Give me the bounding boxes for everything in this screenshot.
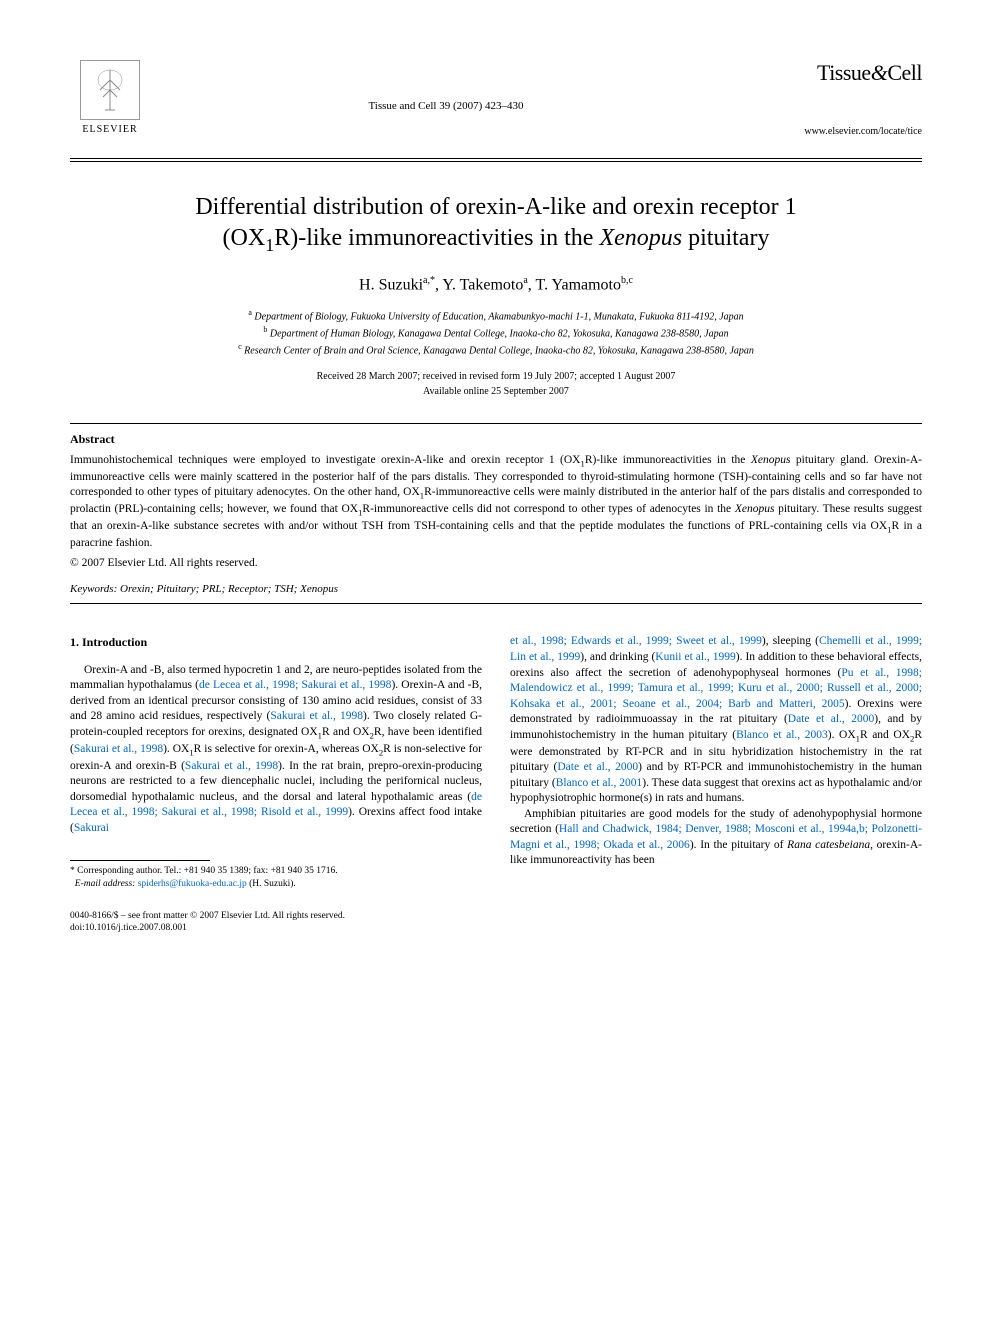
authors: H. Suzukia,*, Y. Takemotoa, T. Yamamotob… xyxy=(70,275,922,294)
footer-doi: doi:10.1016/j.tice.2007.08.001 xyxy=(70,923,187,933)
footnote-rule xyxy=(70,860,210,861)
journal-logo-right: Cell xyxy=(887,60,922,85)
affiliation-b: Department of Human Biology, Kanagawa De… xyxy=(270,328,729,339)
intro-para-2: Amphibian pituitaries are good models fo… xyxy=(510,807,922,869)
author-1-sup: a,* xyxy=(423,275,435,286)
affiliation-c: Research Center of Brain and Oral Scienc… xyxy=(244,346,754,357)
publisher-logo: ELSEVIER xyxy=(70,60,150,150)
author-3: T. Yamamoto xyxy=(536,277,621,294)
dates-received: Received 28 March 2007; received in revi… xyxy=(317,371,676,382)
author-1: H. Suzuki xyxy=(359,277,423,294)
author-2: Y. Takemoto xyxy=(442,277,523,294)
abstract-rule-top xyxy=(70,423,922,424)
column-right: et al., 1998; Edwards et al., 1999; Swee… xyxy=(510,634,922,889)
footer: 0040-8166/$ – see front matter © 2007 El… xyxy=(70,910,922,935)
article-dates: Received 28 March 2007; received in revi… xyxy=(70,369,922,399)
abstract-heading: Abstract xyxy=(70,432,922,447)
article-title: Differential distribution of orexin-A-li… xyxy=(110,192,882,257)
header: ELSEVIER Tissue and Cell 39 (2007) 423–4… xyxy=(70,60,922,150)
elsevier-tree-icon xyxy=(80,60,140,120)
footnote-corr: Corresponding author. Tel.: +81 940 35 1… xyxy=(77,866,338,876)
abstract-copyright: © 2007 Elsevier Ltd. All rights reserved… xyxy=(70,557,922,569)
footnote-email[interactable]: spiderhs@fukuoka-edu.ac.jp xyxy=(138,879,247,889)
title-line2b: R)-like immunoreactivities in the xyxy=(274,225,599,251)
journal-branding: Tissue&Cell www.elsevier.com/locate/tice xyxy=(742,60,922,137)
author-2-sup: a xyxy=(523,275,527,286)
body-columns: 1. Introduction Orexin-A and -B, also te… xyxy=(70,634,922,889)
title-line2c: pituitary xyxy=(682,225,769,251)
intro-para-1-cont: et al., 1998; Edwards et al., 1999; Swee… xyxy=(510,634,922,806)
author-3-sup: b,c xyxy=(621,275,633,286)
intro-para-1: Orexin-A and -B, also termed hypocretin … xyxy=(70,663,482,837)
journal-logo-left: Tissue xyxy=(817,60,871,85)
keywords-label: Keywords: xyxy=(70,583,117,595)
abstract-body: Immunohistochemical techniques were empl… xyxy=(70,453,922,552)
rule-bottom xyxy=(70,161,922,162)
footnote-email-label: E-mail address: xyxy=(75,879,136,889)
affiliations: a Department of Biology, Fukuoka Univers… xyxy=(70,307,922,359)
affiliation-a: Department of Biology, Fukuoka Universit… xyxy=(254,311,743,322)
title-line2a: (OX xyxy=(223,225,266,251)
publisher-name: ELSEVIER xyxy=(82,124,137,135)
footer-line1: 0040-8166/$ – see front matter © 2007 El… xyxy=(70,911,345,921)
column-left: 1. Introduction Orexin-A and -B, also te… xyxy=(70,634,482,889)
keywords: Keywords: Orexin; Pituitary; PRL; Recept… xyxy=(70,583,922,595)
journal-url: www.elsevier.com/locate/tice xyxy=(742,126,922,137)
title-sub: 1 xyxy=(265,235,274,255)
section-1-heading: 1. Introduction xyxy=(70,634,482,650)
rule-top xyxy=(70,158,922,159)
journal-logo: Tissue&Cell xyxy=(742,60,922,86)
abstract-rule-bottom xyxy=(70,603,922,604)
corresponding-footnote: * Corresponding author. Tel.: +81 940 35… xyxy=(70,865,482,890)
journal-logo-amp: & xyxy=(871,60,888,85)
title-italic: Xenopus xyxy=(599,225,682,251)
title-line1: Differential distribution of orexin-A-li… xyxy=(195,194,796,220)
dates-online: Available online 25 September 2007 xyxy=(423,386,569,397)
journal-citation: Tissue and Cell 39 (2007) 423–430 xyxy=(150,60,742,112)
keywords-list: Orexin; Pituitary; PRL; Receptor; TSH; X… xyxy=(120,583,338,595)
footnote-email-who: (H. Suzuki). xyxy=(249,879,296,889)
